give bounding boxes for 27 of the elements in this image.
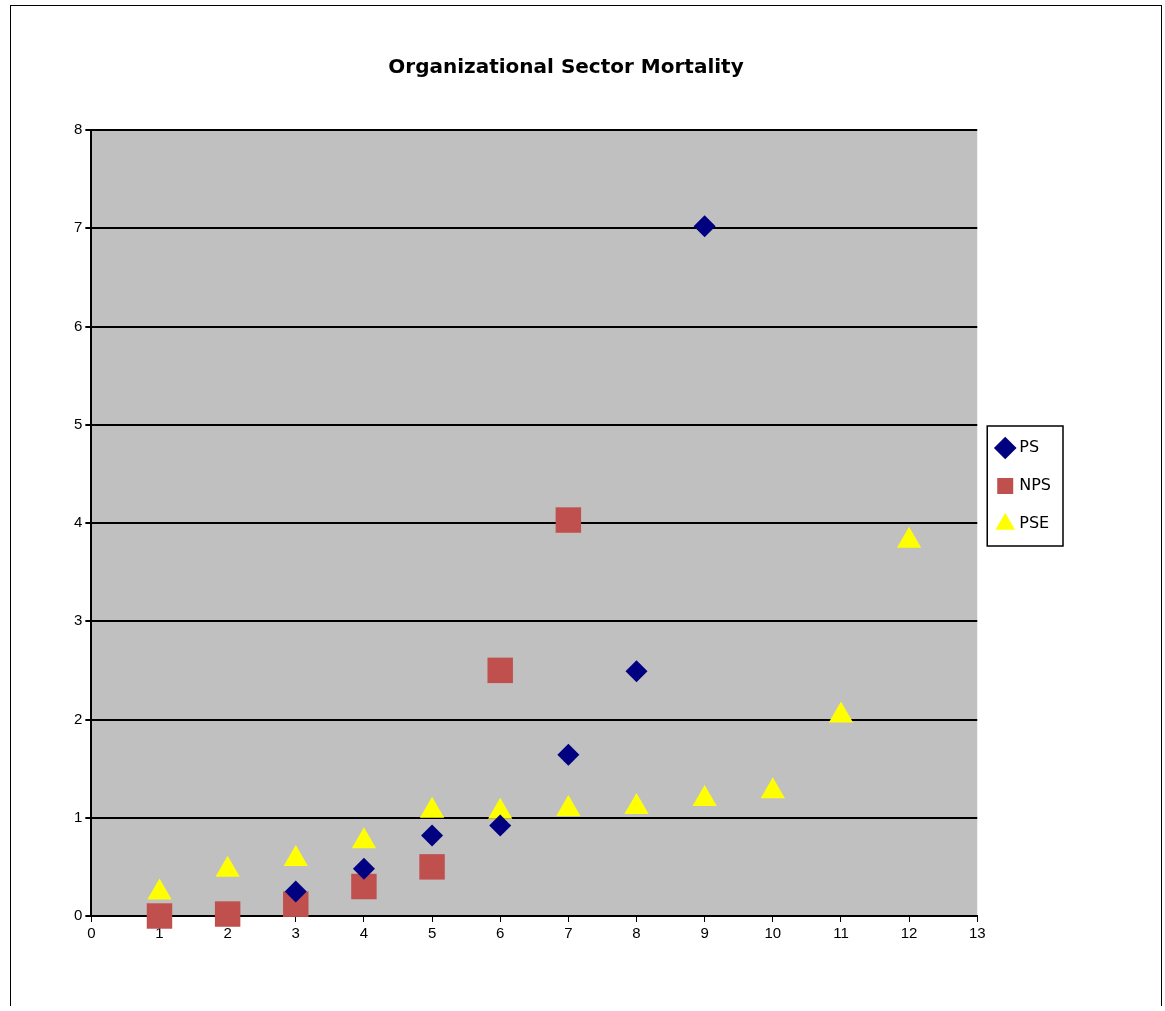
y-tick-label: 1 [74, 807, 83, 825]
x-tick-label: 2 [223, 924, 232, 942]
x-tick-label: 4 [359, 924, 369, 942]
x-tick-label: 0 [87, 924, 96, 942]
y-tick-label: 8 [74, 120, 83, 138]
x-tick-label: 9 [700, 924, 709, 942]
x-tick-label: 6 [496, 924, 505, 942]
x-tick-label: 10 [764, 924, 782, 942]
y-tick-label: 7 [74, 218, 83, 236]
legend-label: NPS [1019, 475, 1052, 495]
x-tick-label: 8 [632, 924, 641, 942]
x-tick-label: 12 [900, 924, 918, 942]
x-tick-label: 3 [291, 924, 300, 942]
legend-label: PS [1019, 437, 1040, 457]
y-tick-label: 6 [74, 316, 83, 334]
y-tick-label: 3 [74, 611, 83, 629]
x-tick-label: 11 [833, 924, 849, 942]
chart-title: Organizational Sector Mortality [388, 54, 744, 79]
legend-label: PSE [1019, 513, 1050, 533]
y-tick-label: 2 [74, 709, 83, 727]
x-tick-label: 1 [155, 924, 164, 942]
y-tick-label: 5 [74, 414, 83, 432]
x-tick-label: 13 [968, 924, 986, 942]
x-tick-label: 5 [427, 924, 437, 942]
y-tick-label: 4 [74, 513, 83, 531]
x-tick-label: 7 [564, 924, 573, 942]
y-tick-label: 0 [74, 906, 83, 924]
